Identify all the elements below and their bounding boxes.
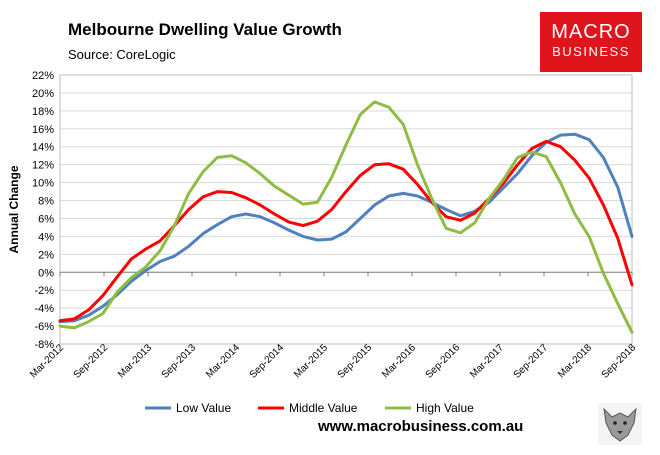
x-tick-label: Mar-2016	[380, 342, 418, 380]
y-tick-label: 20%	[32, 88, 54, 100]
gridlines	[59, 74, 633, 345]
x-tick-label: Mar-2014	[204, 342, 242, 380]
y-tick-label: -4%	[34, 303, 54, 315]
logo-line-1: MACRO	[551, 21, 631, 43]
y-tick-label: 6%	[38, 213, 54, 225]
y-tick-label: 12%	[32, 160, 54, 172]
logo-line-2: BUSINESS	[552, 44, 630, 59]
x-tick-label: Sep-2016	[424, 342, 463, 381]
y-axis-label: Annual Change	[7, 165, 21, 253]
y-tick-label: 16%	[32, 124, 54, 136]
macrobusiness-logo: MACRO BUSINESS	[540, 12, 642, 72]
chart-title: Melbourne Dwelling Value Growth	[68, 20, 342, 39]
legend: Low Value Middle Value High Value	[145, 401, 474, 415]
legend-label-low: Low Value	[176, 401, 231, 415]
y-tick-label: -8%	[34, 339, 54, 351]
plot-area	[59, 74, 633, 345]
chart-source: Source: CoreLogic	[68, 47, 176, 62]
y-tick-label: 4%	[38, 231, 54, 243]
y-tick-label: 2%	[38, 249, 54, 261]
y-tick-label: 18%	[32, 106, 54, 118]
legend-label-middle: Middle Value	[289, 401, 358, 415]
y-tick-label: 14%	[32, 142, 54, 154]
series-line-middle	[58, 139, 634, 323]
x-tick-label: Sep-2013	[160, 342, 199, 381]
x-tick-label: Mar-2015	[292, 342, 330, 380]
y-tick-label: -6%	[34, 321, 54, 333]
x-tick-label: Mar-2017	[468, 342, 506, 380]
wolf-logo-icon	[598, 403, 642, 445]
x-tick-label: Mar-2018	[556, 342, 594, 380]
series-lines	[58, 100, 634, 334]
x-tick-label: Sep-2017	[512, 342, 551, 381]
legend-label-high: High Value	[416, 401, 474, 415]
x-tick-label: Sep-2012	[72, 342, 111, 381]
y-tick-label: 0%	[38, 267, 54, 279]
x-tick-label: Mar-2013	[116, 342, 154, 380]
y-tick-label: 10%	[32, 178, 54, 190]
y-tick-label: 22%	[32, 70, 54, 82]
x-tick-label: Sep-2015	[336, 342, 375, 381]
website-url: www.macrobusiness.com.au	[318, 418, 524, 435]
series-line-high	[58, 100, 634, 334]
series-line-low	[58, 132, 634, 324]
x-tick-label: Sep-2018	[600, 342, 639, 381]
y-tick-label: 8%	[38, 196, 54, 208]
x-tick-label: Sep-2014	[248, 342, 287, 381]
axes: -8% -6% -4% -2% 0% 2% 4% 6% 8% 10% 12% 14% 16% 18% 20%…	[7, 70, 638, 381]
y-tick-label: -2%	[34, 285, 54, 297]
